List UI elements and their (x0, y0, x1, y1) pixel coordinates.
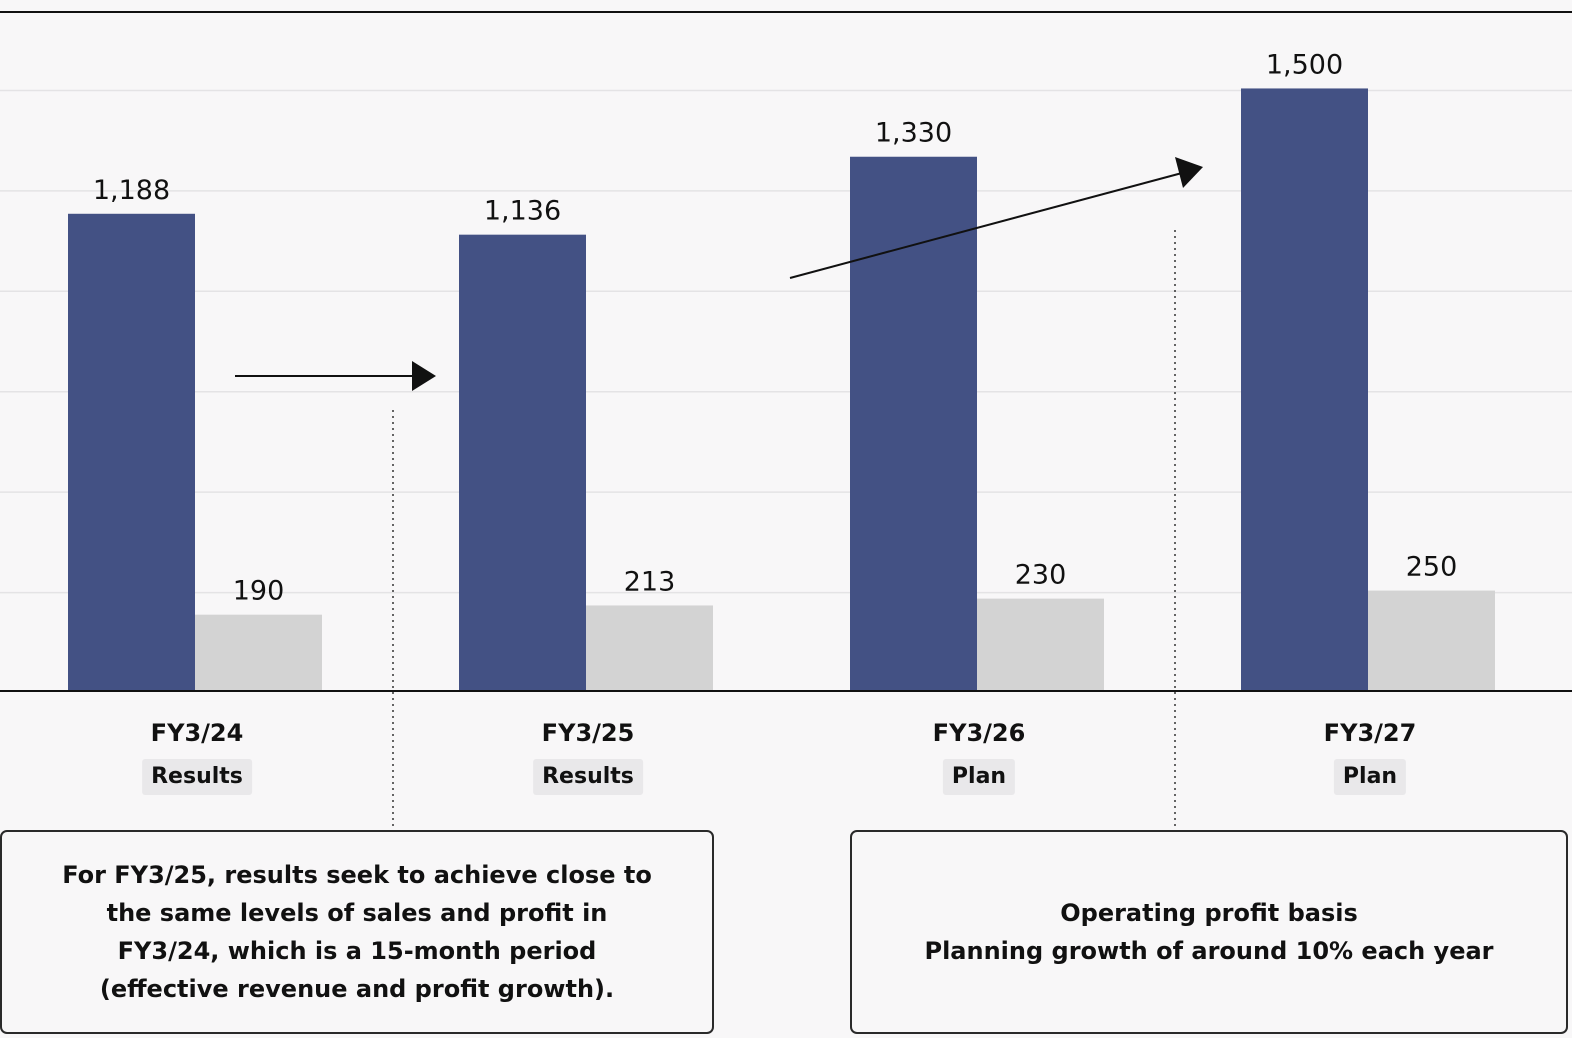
data-label-sales-fy3-24: 1,188 (93, 175, 170, 206)
status-badge-fy3-25: Results (533, 759, 643, 795)
status-badge-fy3-26: Plan (942, 759, 1016, 795)
period-label-fy3-26: FY3/26 (932, 719, 1026, 747)
note-box-fy3-25: For FY3/25, results seek to achieve clos… (0, 830, 714, 1034)
value-labels: 1,188 1,136 1,330 1,500 190 213 230 250 (93, 49, 1457, 606)
status-badge-fy3-24: Results (142, 759, 252, 795)
bar-profit-fy3-27 (1368, 590, 1495, 691)
bars (68, 88, 1495, 691)
period-label-fy3-25: FY3/25 (541, 719, 635, 747)
note-box-growth-plan: Operating profit basis Planning growth o… (850, 830, 1568, 1034)
note-text-fy3-25: For FY3/25, results seek to achieve clos… (62, 861, 652, 1003)
bar-sales-fy3-25 (459, 234, 586, 691)
data-label-profit-fy3-26: 230 (1015, 560, 1067, 591)
data-label-profit-fy3-27: 250 (1406, 552, 1458, 583)
flat-trend-arrow (235, 361, 436, 391)
note-text-growth-plan: Operating profit basis Planning growth o… (924, 899, 1494, 965)
status-badge-fy3-27: Plan (1333, 759, 1407, 795)
bar-profit-fy3-24 (195, 614, 322, 691)
period-label-fy3-27: FY3/27 (1323, 719, 1417, 747)
data-label-profit-fy3-24: 190 (233, 576, 285, 607)
data-label-profit-fy3-25: 213 (624, 566, 676, 597)
period-label-fy3-24: FY3/24 (150, 719, 244, 747)
data-label-sales-fy3-27: 1,500 (1266, 49, 1343, 80)
bar-sales-fy3-27 (1241, 88, 1368, 691)
data-label-sales-fy3-25: 1,136 (484, 196, 561, 227)
bar-profit-fy3-26 (977, 598, 1104, 691)
gridlines (0, 89, 1572, 594)
bar-sales-fy3-24 (68, 213, 195, 691)
growth-trend-arrow (789, 157, 1203, 279)
data-label-sales-fy3-26: 1,330 (875, 118, 952, 149)
bar-profit-fy3-25 (586, 605, 713, 691)
bar-sales-fy3-26 (850, 156, 977, 691)
